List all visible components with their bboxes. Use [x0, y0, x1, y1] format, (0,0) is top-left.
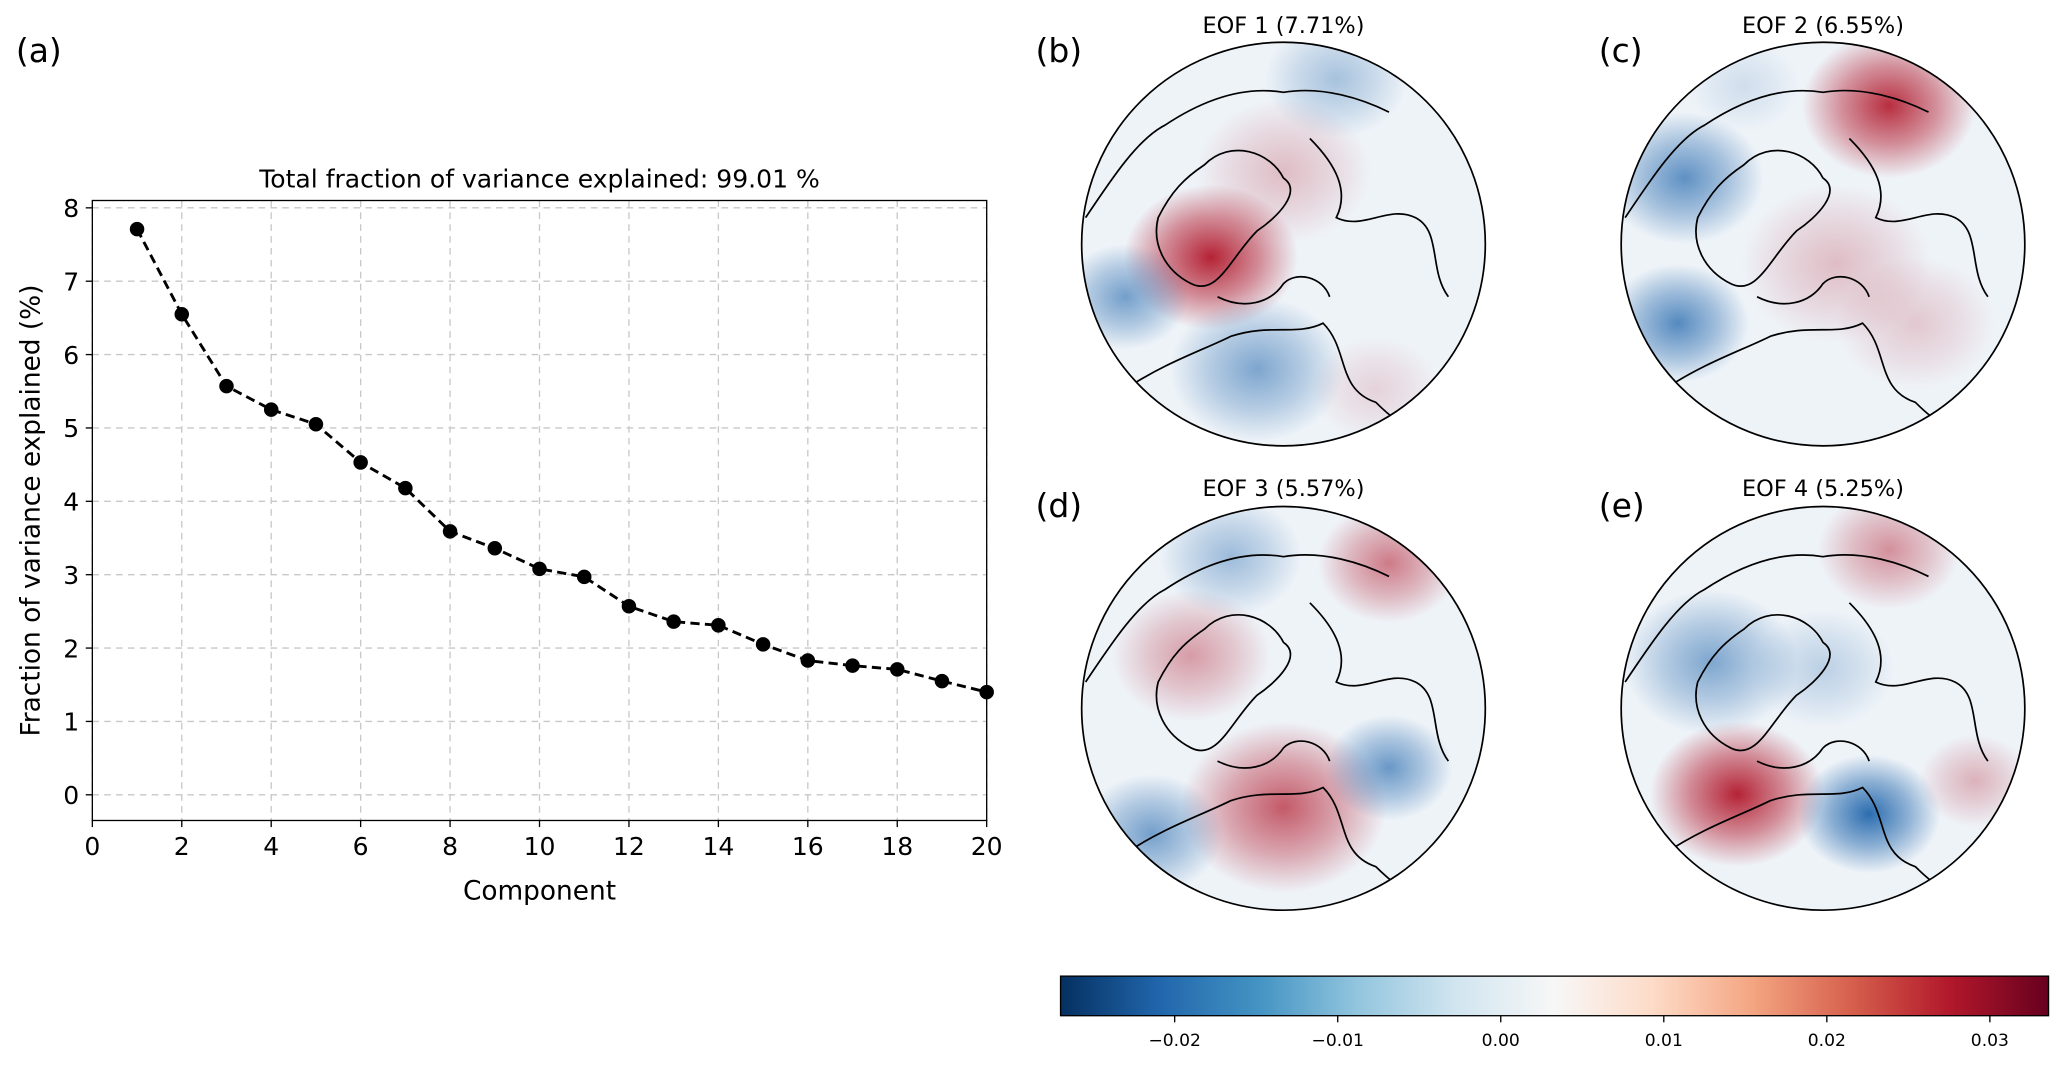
coastline: [1084, 89, 1390, 219]
y-tick-label: 5: [63, 414, 79, 443]
map-boundary: [1620, 505, 2026, 912]
y-tick-label: 1: [63, 708, 79, 737]
x-tick-label: 10: [524, 832, 556, 861]
panel-label-d: (d): [1035, 486, 1083, 526]
data-point: [532, 561, 547, 577]
coastline: [1624, 554, 1929, 683]
data-point: [129, 221, 145, 237]
x-tick-label: 4: [263, 832, 279, 861]
negative-anomaly: [1325, 714, 1453, 821]
x-axis-label: Component: [463, 877, 616, 907]
data-point: [442, 524, 458, 539]
coastline: [1217, 740, 1331, 769]
coastline: [1848, 602, 1989, 762]
map-title-eof3: EOF 3 (5.57%): [1202, 476, 1365, 503]
y-tick-label: 4: [63, 488, 79, 517]
x-tick-label: 16: [792, 832, 824, 861]
map-boundary: [1080, 505, 1487, 912]
y-tick-label: 0: [63, 781, 79, 810]
positive-anomaly: [1650, 721, 1825, 867]
x-tick-label: 18: [881, 832, 913, 861]
coastline: [1848, 137, 1989, 298]
map-boundary: [1620, 41, 2026, 447]
y-tick-label: 6: [63, 341, 79, 370]
coastline: [1695, 149, 1831, 287]
data-point: [800, 653, 816, 668]
panel-label-e: (e): [1598, 486, 1645, 526]
variance-line-chart: Total fraction of variance explained: 99…: [17, 164, 1003, 907]
data-point: [845, 658, 860, 673]
map-boundary: [1080, 41, 1487, 447]
series-line: [135, 228, 988, 694]
colorbar-tick-label: 0.01: [1645, 1031, 1683, 1051]
colorbar-gradient: [1059, 975, 2050, 1017]
x-tick-label: 14: [702, 832, 734, 861]
map-title-eof4: EOF 4 (5.25%): [1741, 476, 1904, 503]
data-point: [889, 662, 905, 677]
coastline: [1217, 275, 1331, 305]
y-tick-label: 7: [63, 267, 79, 296]
chart-title: Total fraction of variance explained: 99…: [258, 164, 820, 193]
y-tick-label: 8: [63, 194, 79, 223]
coastline: [1155, 614, 1292, 752]
eof-map-2: [1620, 41, 2026, 447]
coastline: [1624, 89, 1929, 219]
data-point: [263, 402, 279, 417]
coastline: [1084, 554, 1390, 683]
colorbar-tick-label: 0.02: [1808, 1031, 1846, 1051]
y-tick-label: 3: [63, 561, 79, 590]
coastline: [1695, 614, 1831, 752]
y-axis-label: Fraction of variance explained (%): [17, 284, 47, 736]
x-tick-label: 12: [613, 832, 645, 861]
colorbar-tick-label: −0.02: [1148, 1031, 1200, 1051]
map-title-eof2: EOF 2 (6.55%): [1741, 13, 1904, 40]
panel-label-c: (c): [1598, 31, 1643, 70]
data-point: [487, 541, 503, 556]
x-tick-label: 0: [84, 832, 100, 861]
map-title-eof1: EOF 1 (7.71%): [1202, 13, 1365, 40]
x-tick-label: 2: [174, 832, 190, 861]
colorbar-tick-label: 0.00: [1482, 1031, 1520, 1051]
positive-anomaly: [1112, 589, 1271, 722]
data-point: [934, 673, 950, 689]
positive-anomaly: [1196, 98, 1371, 245]
negative-anomaly: [1170, 296, 1345, 442]
negative-anomaly: [1623, 589, 1798, 735]
data-point: [576, 569, 592, 585]
coastline: [1155, 149, 1292, 287]
data-point: [621, 598, 637, 614]
colorbar-tick-label: 0.03: [1971, 1031, 2009, 1051]
data-point: [711, 618, 726, 633]
data-point: [755, 637, 771, 652]
y-tick-label: 2: [63, 634, 79, 663]
panel-label-a: (a): [15, 31, 62, 70]
x-tick-label: 20: [971, 832, 1003, 861]
negative-anomaly: [1797, 754, 1941, 874]
coastline: [1756, 275, 1870, 305]
data-point: [353, 455, 368, 470]
data-point: [398, 480, 413, 496]
x-tick-label: 8: [442, 832, 458, 861]
eof-map-4: [1620, 505, 2026, 912]
data-point: [219, 378, 234, 394]
data-point: [308, 417, 324, 432]
coastline: [1309, 602, 1450, 762]
negative-anomaly: [1751, 609, 1895, 729]
data-point: [174, 306, 190, 322]
data-point: [979, 684, 994, 700]
data-point: [666, 614, 681, 629]
coastline: [1309, 137, 1450, 298]
x-tick-label: 6: [353, 832, 369, 861]
colorbar-tick-label: −0.01: [1311, 1031, 1363, 1051]
positive-anomaly: [1836, 257, 1995, 390]
eof-map-3: [1080, 505, 1487, 912]
panel-label-b: (b): [1035, 31, 1083, 70]
coastline: [1756, 740, 1870, 769]
